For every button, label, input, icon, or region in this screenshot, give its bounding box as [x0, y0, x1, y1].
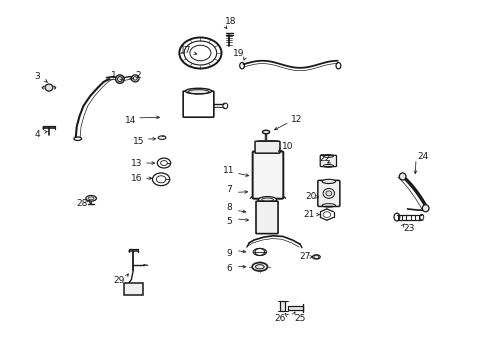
Text: 9: 9	[226, 249, 232, 258]
Ellipse shape	[252, 262, 267, 271]
Text: 13: 13	[131, 158, 142, 167]
Ellipse shape	[86, 195, 96, 201]
Text: 10: 10	[281, 142, 293, 151]
Text: 15: 15	[133, 138, 144, 147]
Text: 11: 11	[223, 166, 234, 175]
Text: 1: 1	[111, 71, 117, 80]
Text: 6: 6	[226, 264, 232, 273]
Ellipse shape	[312, 255, 320, 259]
Text: 21: 21	[303, 210, 314, 219]
Text: 24: 24	[416, 152, 427, 161]
Text: 14: 14	[124, 116, 136, 125]
Text: 20: 20	[305, 193, 316, 202]
Text: 27: 27	[299, 252, 310, 261]
Bar	[287, 306, 303, 310]
FancyBboxPatch shape	[255, 141, 280, 153]
Bar	[280, 301, 285, 311]
Ellipse shape	[323, 189, 334, 198]
Ellipse shape	[399, 173, 405, 180]
Ellipse shape	[185, 88, 211, 94]
Ellipse shape	[262, 130, 269, 134]
Text: 7: 7	[226, 185, 232, 194]
Text: 3: 3	[34, 72, 40, 81]
Text: 12: 12	[290, 115, 301, 124]
Text: 26: 26	[274, 314, 285, 323]
Text: 2: 2	[135, 71, 141, 80]
Text: 8: 8	[226, 203, 232, 212]
Text: 28: 28	[77, 199, 88, 208]
FancyBboxPatch shape	[256, 201, 278, 234]
Ellipse shape	[115, 75, 124, 83]
FancyBboxPatch shape	[317, 180, 339, 207]
Ellipse shape	[45, 84, 53, 91]
Bar	[123, 283, 142, 294]
Text: 17: 17	[180, 46, 191, 55]
Text: 23: 23	[403, 224, 414, 233]
Ellipse shape	[258, 197, 276, 203]
FancyBboxPatch shape	[252, 152, 283, 199]
Text: 19: 19	[232, 49, 244, 58]
Ellipse shape	[131, 75, 139, 82]
Text: 5: 5	[226, 217, 232, 226]
Text: 18: 18	[225, 17, 236, 26]
FancyBboxPatch shape	[320, 155, 336, 167]
Text: 25: 25	[294, 314, 305, 323]
Ellipse shape	[322, 179, 335, 184]
FancyBboxPatch shape	[183, 91, 213, 117]
Text: 29: 29	[113, 276, 124, 285]
Text: 4: 4	[34, 130, 40, 139]
Text: 16: 16	[131, 174, 142, 183]
Ellipse shape	[422, 205, 428, 212]
Text: 22: 22	[319, 154, 330, 163]
